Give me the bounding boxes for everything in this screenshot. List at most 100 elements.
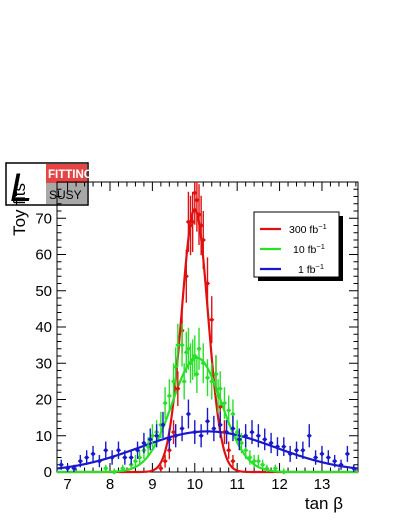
point-marker xyxy=(190,357,196,363)
point-marker xyxy=(185,346,192,352)
logo-bottom-text: SUSY xyxy=(49,188,82,202)
data-point xyxy=(160,411,166,438)
data-point xyxy=(64,464,71,472)
y-axis-title: Toy fits xyxy=(10,183,29,236)
data-point xyxy=(351,464,357,472)
x-tick-label: 7 xyxy=(63,476,71,493)
point-marker xyxy=(170,378,177,384)
logo-bottom-band xyxy=(46,183,87,204)
point-marker xyxy=(238,440,245,446)
data-point xyxy=(183,331,189,374)
x-tick-label: 12 xyxy=(271,476,288,493)
point-marker xyxy=(120,465,126,471)
data-point xyxy=(213,355,219,393)
data-point xyxy=(247,450,253,465)
data-point xyxy=(200,343,206,384)
point-marker xyxy=(217,386,223,392)
point-marker xyxy=(211,425,217,432)
data-point xyxy=(313,450,319,465)
data-point xyxy=(173,424,179,448)
point-marker xyxy=(149,433,155,439)
data-point xyxy=(175,323,181,367)
point-marker xyxy=(200,360,206,366)
data-point xyxy=(300,441,306,459)
point-marker xyxy=(272,465,278,471)
point-marker xyxy=(221,400,228,406)
point-marker xyxy=(255,433,261,439)
data-point xyxy=(255,454,261,468)
point-marker xyxy=(198,433,204,439)
data-point xyxy=(77,454,83,468)
point-marker xyxy=(158,465,164,471)
logo-top-text: FITTINO xyxy=(48,169,93,181)
data-point xyxy=(190,191,196,252)
point-marker xyxy=(230,411,236,417)
data-point xyxy=(204,257,211,310)
point-marker xyxy=(141,440,147,446)
point-marker xyxy=(215,393,221,399)
data-point xyxy=(192,335,198,377)
data-point xyxy=(134,441,141,459)
data-point xyxy=(209,363,215,400)
point-marker xyxy=(306,433,312,439)
point-marker xyxy=(332,458,338,464)
data-point xyxy=(181,363,187,400)
point-marker xyxy=(274,444,281,450)
data-point xyxy=(272,464,278,472)
data-point xyxy=(194,355,200,393)
data-point xyxy=(209,296,215,344)
data-point xyxy=(194,182,200,232)
data-point xyxy=(173,347,179,387)
logo-top-band xyxy=(46,164,87,183)
point-marker xyxy=(209,378,215,384)
data-point xyxy=(154,424,160,448)
data-point xyxy=(281,437,287,457)
data-point xyxy=(262,428,268,451)
point-marker xyxy=(185,411,192,417)
point-marker xyxy=(255,458,261,464)
point-marker xyxy=(111,469,117,475)
point-marker xyxy=(173,433,179,439)
point-marker xyxy=(90,451,96,457)
data-point xyxy=(211,415,217,442)
data-point xyxy=(122,450,128,465)
data-point xyxy=(147,428,153,451)
legend: 300 fb−1 10 fb−1 1 fb−1 xyxy=(253,211,343,281)
data-point xyxy=(166,428,172,451)
point-marker xyxy=(115,447,122,453)
data-point xyxy=(332,454,338,468)
point-marker xyxy=(103,447,109,453)
data-point xyxy=(166,379,172,413)
data-point xyxy=(221,387,228,420)
data-point xyxy=(230,454,236,468)
x-tick-label: 9 xyxy=(148,476,156,493)
point-marker xyxy=(179,342,185,348)
y-tick-label: 40 xyxy=(35,319,52,336)
point-marker xyxy=(175,342,181,348)
point-marker xyxy=(58,462,64,468)
point-marker xyxy=(249,429,255,435)
point-marker xyxy=(145,444,151,450)
data-point xyxy=(162,387,168,420)
y-tick-label: 30 xyxy=(35,355,52,372)
point-marker xyxy=(300,447,306,453)
x-tick-label: 11 xyxy=(229,476,245,493)
y-tick-label: 60 xyxy=(35,247,52,264)
point-marker xyxy=(264,465,270,471)
data-point xyxy=(185,399,192,429)
point-marker xyxy=(204,375,211,381)
data-point xyxy=(204,359,211,397)
data-point xyxy=(96,454,102,468)
data-point xyxy=(103,441,109,459)
point-marker xyxy=(325,454,331,461)
point-marker xyxy=(217,422,223,428)
point-marker xyxy=(194,197,200,203)
legend-label: 10 fb−1 xyxy=(293,242,325,256)
data-point xyxy=(132,454,139,468)
point-marker xyxy=(154,433,160,439)
point-marker xyxy=(175,386,181,392)
data-point xyxy=(226,395,232,426)
data-point xyxy=(185,191,192,252)
point-marker xyxy=(262,436,268,442)
